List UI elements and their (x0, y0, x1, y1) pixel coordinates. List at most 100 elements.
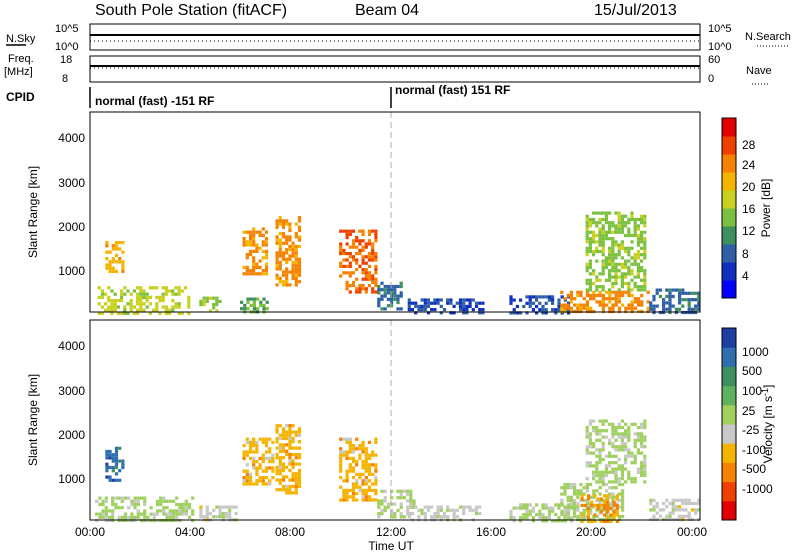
data-cell (662, 301, 666, 305)
data-cell (407, 304, 411, 308)
data-cell (630, 303, 634, 307)
data-cell (515, 506, 519, 510)
data-cell (643, 425, 647, 430)
nsky-panel: N.Sky 10^5 10^0 10^5 10^0 N.Search (6, 23, 791, 53)
data-cell (592, 290, 596, 294)
velocity-colorbar-swatch (722, 462, 736, 483)
data-cell (105, 244, 109, 248)
data-cell (694, 501, 698, 506)
data-cell (348, 229, 352, 233)
data-cell (355, 290, 359, 294)
data-cell (605, 489, 609, 493)
data-cell (643, 438, 647, 442)
data-cell (129, 305, 133, 309)
data-cell (674, 288, 678, 292)
data-cell (604, 217, 608, 222)
data-cell (630, 214, 634, 218)
data-cell (355, 239, 359, 243)
data-cell (339, 469, 343, 473)
data-cell (245, 482, 249, 486)
data-cell (541, 308, 545, 312)
data-cell (143, 499, 147, 503)
data-cell (246, 297, 250, 301)
data-cell (275, 235, 279, 239)
data-cell (294, 264, 298, 268)
data-cell (148, 286, 152, 290)
data-cell (560, 290, 564, 294)
data-cell (643, 281, 647, 286)
data-cell (569, 482, 573, 487)
velocity-colorbar-swatch (722, 328, 736, 348)
data-cell (652, 508, 656, 512)
data-cell (383, 284, 387, 289)
data-cell (592, 419, 596, 423)
data-cell (374, 498, 378, 502)
data-cell (255, 440, 259, 444)
data-cell (598, 470, 602, 474)
data-cell (605, 290, 609, 294)
data-cell (386, 502, 390, 506)
data-cell (105, 465, 109, 470)
data-cell (374, 264, 378, 268)
data-cell (118, 260, 122, 264)
data-cell (348, 488, 352, 492)
data-cell (136, 292, 140, 296)
data-cell (171, 515, 176, 519)
data-cell (105, 263, 109, 267)
data-cell (242, 272, 246, 276)
data-cell (569, 498, 573, 503)
data-cell (399, 281, 403, 285)
data-cell (458, 505, 463, 509)
data-cell (168, 308, 172, 312)
data-cell (351, 488, 356, 492)
data-cell (595, 221, 599, 225)
data-cell (371, 472, 375, 476)
data-cell (614, 425, 618, 430)
data-cell (177, 305, 181, 309)
data-cell (374, 466, 378, 470)
data-cell (580, 513, 584, 517)
data-cell (601, 482, 605, 487)
data-cell (592, 429, 596, 433)
data-cell (640, 445, 644, 449)
data-cell (592, 281, 596, 286)
data-cell (474, 301, 479, 305)
data-cell (252, 272, 256, 276)
data-cell (108, 456, 112, 460)
data-cell (617, 246, 621, 250)
data-cell (164, 289, 168, 293)
data-cell (255, 450, 259, 454)
data-cell (474, 505, 479, 509)
data-cell (288, 430, 292, 434)
data-cell (152, 286, 156, 290)
data-cell (608, 237, 612, 241)
data-cell (281, 232, 286, 236)
data-cell (104, 499, 108, 503)
data-cell (652, 514, 656, 518)
data-cell (361, 492, 365, 496)
data-cell (554, 519, 558, 523)
data-cell (551, 308, 555, 312)
data-cell (155, 509, 160, 513)
power-colorbar-swatch (722, 118, 736, 137)
data-cell (588, 272, 592, 276)
data-cell (658, 294, 662, 299)
data-cell (462, 298, 466, 302)
data-cell (595, 425, 599, 430)
data-cell (554, 512, 558, 517)
data-cell (215, 299, 219, 303)
data-cell (364, 268, 368, 272)
data-cell (611, 432, 615, 436)
data-cell (202, 303, 206, 307)
data-cell (585, 290, 589, 294)
data-cell (275, 225, 279, 229)
data-cell (620, 281, 624, 286)
data-cell (614, 253, 618, 257)
data-cell (668, 288, 672, 292)
data-cell (624, 265, 628, 270)
data-cell (261, 476, 265, 480)
data-cell (377, 512, 381, 516)
data-cell (278, 238, 282, 242)
data-cell (221, 515, 225, 519)
data-cell (339, 450, 343, 454)
